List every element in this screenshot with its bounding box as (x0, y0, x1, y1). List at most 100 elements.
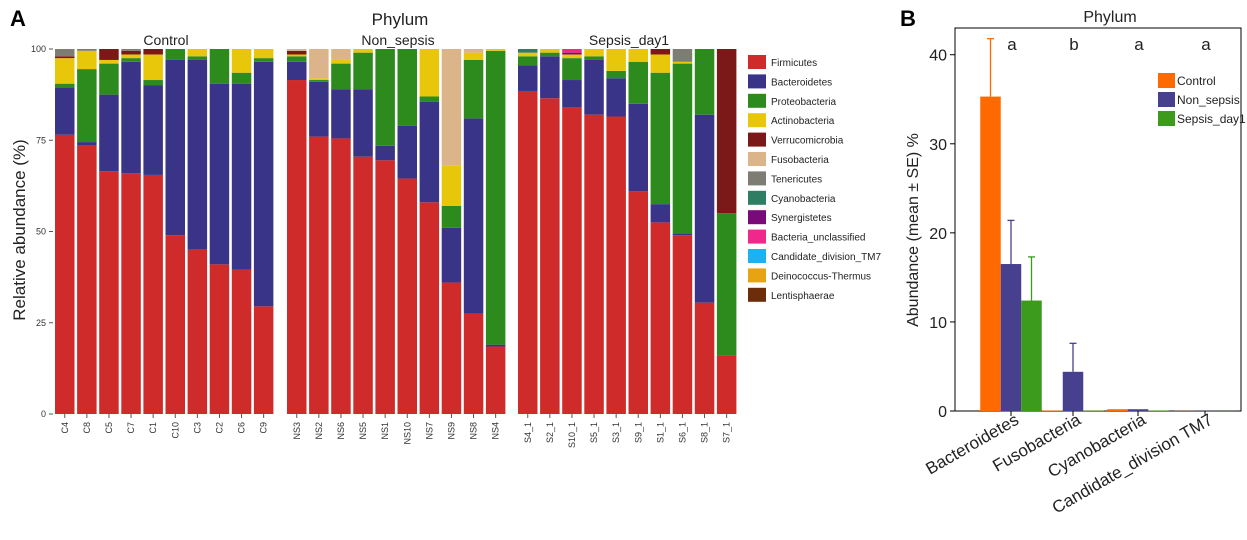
bar-segment-c5-bacteroidetes (99, 95, 119, 172)
bar-segment-s4-1-actinobacteria (518, 53, 538, 57)
bar-segment-c6-actinobacteria (232, 49, 252, 73)
legend-swatch (748, 288, 766, 302)
panel-a-y-tick-label: 100 (31, 44, 46, 54)
bar-segment-ns9-proteobacteria (442, 206, 462, 228)
bar-segment-c7-proteobacteria (121, 58, 141, 62)
legend-label: Deinococcus-Thermus (771, 271, 871, 282)
bar-segment-c7-verrucomicrobia (121, 51, 141, 55)
bar-segment-s9-1-actinobacteria (629, 49, 649, 62)
sample-label: NS1 (380, 422, 390, 440)
bar-segment-ns9-bacteroidetes (442, 228, 462, 283)
bar-segment-c3-actinobacteria (188, 49, 208, 56)
bar-segment-ns2-fusobacteria (309, 49, 329, 78)
bar-segment-s5-1-firmicutes (584, 115, 604, 414)
legend-label: Tenericutes (771, 174, 822, 185)
bar-segment-s7-1-proteobacteria (717, 213, 737, 355)
sample-label: C10 (170, 422, 180, 439)
bar-control-cyanobacteria (1107, 409, 1128, 411)
bar-segment-s10-1-bacteroidetes (562, 80, 582, 107)
bar-segment-c5-proteobacteria (99, 64, 119, 95)
bar-segment-ns6-bacteroidetes (331, 89, 351, 138)
sample-label: NS4 (491, 422, 501, 440)
bar-segment-ns9-firmicutes (442, 283, 462, 414)
bar-segment-c4-firmicutes (55, 135, 75, 414)
legend-swatch (748, 113, 766, 127)
sample-label: C2 (214, 422, 224, 434)
bar-segment-c5-firmicutes (99, 171, 119, 414)
bar-segment-ns1-bacteroidetes (375, 146, 395, 161)
bar-segment-s1-1-proteobacteria (651, 73, 671, 204)
bar-segment-ns6-proteobacteria (331, 64, 351, 90)
panel-b-y-tick-label: 10 (929, 315, 947, 332)
bar-segment-s10-1-actinobacteria (562, 54, 582, 58)
bar-segment-s4-1-firmicutes (518, 91, 538, 414)
bar-segment-s1-1-firmicutes (651, 222, 671, 414)
significance-letter: b (1069, 35, 1078, 54)
sample-label: C9 (259, 422, 269, 434)
bar-segment-ns2-proteobacteria (309, 80, 329, 82)
panel-b-y-tick-label: 0 (938, 404, 947, 421)
bar-segment-ns4-bacteroidetes (486, 345, 506, 347)
panel-a-y-tick-label: 25 (36, 318, 46, 328)
legend-swatch (1158, 111, 1175, 126)
panel-a-title: Phylum (372, 10, 429, 29)
sample-label: NS6 (336, 422, 346, 440)
bar-segment-ns5-actinobacteria (353, 49, 373, 53)
bar-segment-s7-1-firmicutes (717, 356, 737, 414)
bar-segment-ns5-proteobacteria (353, 53, 373, 90)
bar-segment-s1-1-actinobacteria (651, 54, 671, 72)
bar-segment-ns8-proteobacteria (464, 60, 484, 118)
bar-segment-c5-verrucomicrobia (99, 49, 119, 60)
significance-letter: a (1007, 35, 1017, 54)
bar-segment-c4-bacteroidetes (55, 87, 75, 134)
bar-segment-s10-1-synergistetes (562, 53, 582, 55)
sample-label: S5_1 (589, 422, 599, 443)
bar-segment-c9-proteobacteria (254, 58, 274, 62)
bar-segment-c4-tenericutes (55, 49, 75, 56)
bar-segment-c8-tenericutes (77, 49, 97, 51)
bar-segment-c9-actinobacteria (254, 49, 274, 58)
bar-segment-ns8-bacteroidetes (464, 118, 484, 313)
sample-label: C4 (60, 422, 70, 434)
bar-segment-c1-firmicutes (143, 175, 163, 414)
bar-segment-ns6-firmicutes (331, 138, 351, 414)
bar-segment-s1-1-verrucomicrobia (651, 49, 671, 54)
bar-segment-ns3-verrucomicrobia (287, 51, 307, 55)
bar-segment-s10-1-bacteria-unclassified (562, 49, 582, 53)
bar-segment-s5-1-proteobacteria (584, 56, 604, 60)
bar-segment-c5-actinobacteria (99, 60, 119, 64)
bar-segment-s3-1-firmicutes (606, 117, 626, 414)
legend-label: Synergistetes (771, 213, 832, 224)
bar-segment-s3-1-bacteroidetes (606, 78, 626, 116)
sample-label: S4_1 (523, 422, 533, 443)
bar-segment-ns7-firmicutes (420, 202, 440, 414)
panel-a-label: A (10, 6, 26, 31)
bar-segment-s10-1-firmicutes (562, 107, 582, 414)
bar-segment-s6-1-proteobacteria (673, 64, 693, 234)
sample-label: NS3 (292, 422, 302, 440)
bar-segment-c9-bacteroidetes (254, 62, 274, 307)
bar-segment-c1-proteobacteria (143, 80, 163, 85)
bar-segment-c3-proteobacteria (188, 56, 208, 60)
significance-letter: a (1134, 35, 1144, 54)
bar-control-bacteroidetes (980, 97, 1001, 411)
sample-label: S1_1 (655, 422, 665, 443)
bar-segment-c4-proteobacteria (55, 84, 75, 88)
sample-label: NS2 (314, 422, 324, 440)
legend-swatch (1158, 92, 1175, 107)
bar-segment-ns2-bacteroidetes (309, 82, 329, 137)
bar-segment-ns6-fusobacteria (331, 49, 351, 60)
bar-segment-c8-actinobacteria (77, 51, 97, 69)
bar-segment-s6-1-actinobacteria (673, 62, 693, 64)
facet-label-non-sepsis: Non_sepsis (361, 32, 434, 48)
legend-label: Bacteria_unclassified (771, 233, 866, 244)
sample-label: C3 (192, 422, 202, 434)
panel-b-title: Phylum (1083, 9, 1136, 26)
panel-a-y-axis-label: Relative abundance (%) (10, 139, 29, 320)
bar-segment-ns10-bacteroidetes (398, 126, 418, 179)
panel-b-y-axis-label: Abundance (mean ± SE) % (905, 133, 922, 327)
bar-segment-ns5-bacteroidetes (353, 89, 373, 157)
sample-label: NS10 (402, 422, 412, 445)
